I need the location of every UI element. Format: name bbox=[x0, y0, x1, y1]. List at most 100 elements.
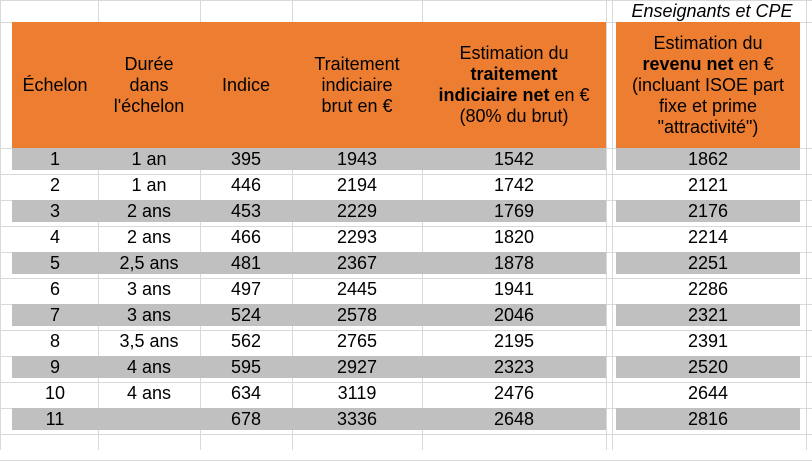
cell-brut[interactable]: 2765 bbox=[336, 330, 378, 351]
cell-indice[interactable]: 446 bbox=[230, 174, 262, 195]
cell-duree[interactable]: 4 ans bbox=[126, 356, 172, 377]
cell-revenu[interactable]: 2520 bbox=[687, 356, 729, 377]
gridline-vertical bbox=[612, 0, 613, 450]
cell-echelon[interactable]: 5 bbox=[49, 252, 60, 273]
cell-revenu[interactable]: 2816 bbox=[687, 408, 729, 429]
header-brut-line2: indiciaire bbox=[321, 74, 393, 95]
cell-net[interactable]: 1941 bbox=[493, 278, 535, 299]
cell-net[interactable]: 1820 bbox=[493, 226, 535, 247]
cell-net[interactable]: 2648 bbox=[493, 408, 535, 429]
cell-indice[interactable]: 453 bbox=[230, 200, 262, 221]
row-band bbox=[12, 356, 606, 378]
header-brut-line1: Traitement bbox=[314, 53, 400, 74]
cell-brut[interactable]: 3119 bbox=[337, 382, 377, 403]
cell-revenu[interactable]: 2176 bbox=[687, 200, 729, 221]
cell-duree[interactable]: 3 ans bbox=[126, 278, 172, 299]
header-revenu[interactable]: Estimation du revenu net en € (incluant … bbox=[616, 22, 800, 148]
header-duree-line3: l'échelon bbox=[113, 95, 185, 116]
cell-brut[interactable]: 3336 bbox=[336, 408, 378, 429]
cell-indice[interactable]: 395 bbox=[230, 148, 262, 169]
header-net-line1: Estimation du bbox=[459, 43, 569, 63]
cell-brut[interactable]: 2578 bbox=[336, 304, 378, 325]
gridline-horizontal bbox=[0, 278, 812, 279]
cell-revenu[interactable]: 2251 bbox=[687, 252, 729, 273]
cell-echelon[interactable]: 6 bbox=[49, 278, 60, 299]
cell-duree[interactable] bbox=[98, 408, 200, 430]
cell-revenu[interactable]: 2321 bbox=[687, 304, 729, 325]
header-brut[interactable]: Traitement indiciaire brut en € bbox=[292, 22, 422, 148]
cell-net[interactable]: 1742 bbox=[493, 174, 535, 195]
cell-revenu[interactable]: 2214 bbox=[687, 226, 729, 247]
gridline-vertical bbox=[606, 0, 607, 450]
row-band bbox=[616, 304, 800, 326]
cell-echelon[interactable]: 2 bbox=[49, 174, 60, 195]
row-band bbox=[12, 148, 606, 170]
cell-brut[interactable]: 1943 bbox=[336, 148, 378, 169]
cell-duree[interactable]: 3 ans bbox=[126, 304, 172, 325]
cell-revenu[interactable]: 2286 bbox=[687, 278, 729, 299]
cell-indice[interactable]: 678 bbox=[230, 408, 262, 429]
cell-revenu[interactable]: 2391 bbox=[687, 330, 729, 351]
gridline-vertical bbox=[0, 0, 1, 450]
header-revenu-line1: Estimation du bbox=[653, 32, 763, 53]
cell-brut[interactable]: 2229 bbox=[336, 200, 378, 221]
cell-indice[interactable]: 595 bbox=[230, 356, 262, 377]
cell-brut[interactable]: 2367 bbox=[336, 252, 378, 273]
cell-indice[interactable]: 524 bbox=[230, 304, 262, 325]
cell-indice[interactable]: 481 bbox=[230, 252, 262, 273]
row-band bbox=[616, 148, 800, 170]
cell-brut[interactable]: 2445 bbox=[336, 278, 378, 299]
cell-echelon[interactable]: 10 bbox=[44, 382, 66, 403]
header-revenu-line5: "attractivité") bbox=[657, 116, 759, 137]
cell-duree[interactable]: 2,5 ans bbox=[119, 252, 179, 273]
cell-duree[interactable]: 1 an bbox=[131, 174, 167, 195]
cell-echelon[interactable]: 1 bbox=[49, 148, 60, 169]
gridline-vertical bbox=[806, 0, 807, 450]
cell-brut[interactable]: 2293 bbox=[336, 226, 378, 247]
cell-indice[interactable]: 562 bbox=[230, 330, 262, 351]
cell-net[interactable]: 1542 bbox=[493, 148, 535, 169]
header-net[interactable]: Estimation du traitement indiciaire net … bbox=[422, 22, 606, 148]
header-echelon[interactable]: Échelon bbox=[12, 22, 98, 148]
cell-echelon[interactable]: 4 bbox=[49, 226, 60, 247]
header-revenu-line2-rest: en € bbox=[733, 53, 774, 74]
cell-net[interactable]: 1878 bbox=[493, 252, 535, 273]
cell-net[interactable]: 1769 bbox=[493, 200, 535, 221]
cell-indice[interactable]: 466 bbox=[230, 226, 262, 247]
cell-echelon[interactable]: 3 bbox=[49, 200, 60, 221]
header-indice-label: Indice bbox=[221, 74, 271, 95]
cell-indice[interactable]: 497 bbox=[230, 278, 262, 299]
cell-net[interactable]: 2323 bbox=[493, 356, 535, 377]
cell-revenu[interactable]: 2121 bbox=[687, 174, 729, 195]
cell-net[interactable]: 2476 bbox=[493, 382, 535, 403]
cell-revenu[interactable]: 2644 bbox=[687, 382, 729, 403]
gridline-horizontal bbox=[0, 0, 812, 1]
row-band bbox=[616, 356, 800, 378]
header-duree-line1: Durée bbox=[124, 53, 174, 74]
cell-echelon[interactable]: 9 bbox=[49, 356, 60, 377]
gridline-horizontal bbox=[0, 382, 812, 383]
cell-echelon[interactable]: 7 bbox=[49, 304, 60, 325]
header-duree[interactable]: Durée dans l'échelon bbox=[98, 22, 200, 148]
cell-duree[interactable]: 3,5 ans bbox=[119, 330, 179, 351]
cell-duree[interactable]: 1 an bbox=[131, 148, 167, 169]
cell-echelon[interactable]: 11 bbox=[45, 408, 65, 429]
cell-duree[interactable]: 4 ans bbox=[126, 382, 172, 403]
cell-indice[interactable]: 634 bbox=[230, 382, 262, 403]
gridline-vertical bbox=[292, 0, 293, 450]
header-revenu-line2-bold: revenu net bbox=[642, 53, 734, 74]
row-band bbox=[12, 200, 606, 222]
cell-echelon[interactable]: 8 bbox=[49, 330, 60, 351]
cell-net[interactable]: 2046 bbox=[493, 304, 535, 325]
gridline-horizontal bbox=[0, 434, 812, 435]
cell-duree[interactable]: 2 ans bbox=[126, 200, 172, 221]
cell-brut[interactable]: 2194 bbox=[336, 174, 378, 195]
header-revenu-line4: fixe et prime bbox=[658, 95, 758, 116]
cell-duree[interactable]: 2 ans bbox=[126, 226, 172, 247]
cell-net[interactable]: 2195 bbox=[493, 330, 535, 351]
header-indice[interactable]: Indice bbox=[200, 22, 292, 148]
row-band bbox=[12, 408, 606, 430]
cell-brut[interactable]: 2927 bbox=[336, 356, 378, 377]
cell-revenu[interactable]: 1862 bbox=[687, 148, 729, 169]
